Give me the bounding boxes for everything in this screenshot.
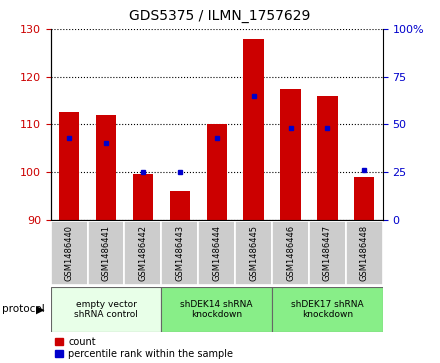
Bar [354, 177, 374, 220]
Bar [133, 174, 153, 220]
Bar [206, 124, 227, 220]
Bar [346, 221, 383, 285]
Text: GSM1486442: GSM1486442 [138, 225, 147, 281]
Bar [243, 38, 264, 220]
Text: shDEK14 shRNA
knockdown: shDEK14 shRNA knockdown [180, 300, 253, 319]
Bar [51, 287, 161, 332]
Legend: count, percentile rank within the sample: count, percentile rank within the sample [55, 337, 233, 359]
Text: protocol: protocol [2, 305, 45, 314]
Bar [198, 221, 235, 285]
Text: GSM1486443: GSM1486443 [175, 225, 184, 281]
Bar [125, 221, 161, 285]
Bar [51, 221, 88, 285]
Bar [272, 221, 309, 285]
Bar [96, 115, 116, 220]
Bar [309, 221, 346, 285]
Text: ▶: ▶ [36, 305, 44, 314]
Text: GSM1486441: GSM1486441 [102, 225, 110, 281]
Text: GDS5375 / ILMN_1757629: GDS5375 / ILMN_1757629 [129, 9, 311, 23]
Text: empty vector
shRNA control: empty vector shRNA control [74, 300, 138, 319]
Text: GSM1486444: GSM1486444 [212, 225, 221, 281]
Text: shDEK17 shRNA
knockdown: shDEK17 shRNA knockdown [291, 300, 364, 319]
Bar [280, 89, 301, 220]
Bar [161, 221, 198, 285]
Bar [170, 191, 190, 220]
Text: GSM1486446: GSM1486446 [286, 225, 295, 281]
Text: GSM1486440: GSM1486440 [65, 225, 73, 281]
Bar [161, 287, 272, 332]
Bar [88, 221, 125, 285]
Bar [272, 287, 383, 332]
Text: GSM1486448: GSM1486448 [360, 225, 369, 281]
Bar [317, 96, 337, 220]
Bar [59, 113, 79, 220]
Bar [235, 221, 272, 285]
Text: GSM1486447: GSM1486447 [323, 225, 332, 281]
Text: GSM1486445: GSM1486445 [249, 225, 258, 281]
